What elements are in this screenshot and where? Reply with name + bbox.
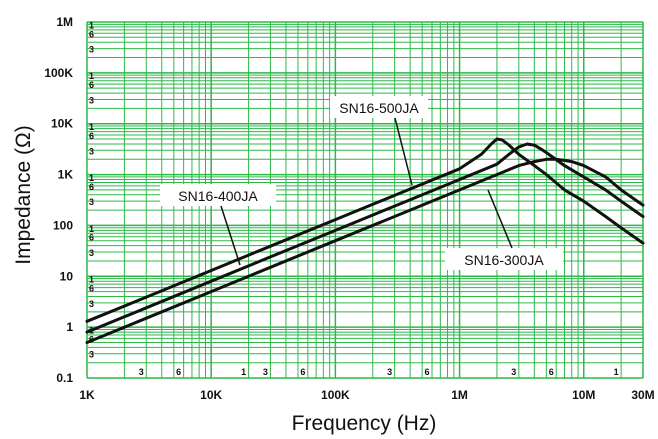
leader-sn16-300ja xyxy=(487,189,513,249)
series-line-sn16-400ja xyxy=(85,142,645,334)
y-minor-label: 3 xyxy=(89,146,94,156)
grid xyxy=(86,21,644,379)
x-minor-label: 1 xyxy=(241,367,246,377)
y-minor-label: 1 xyxy=(89,71,94,81)
x-minor-label: 3 xyxy=(511,367,516,377)
tick-labels: 1M 100K 10K 1K 100 10 1 0.1 1K 10K 100K 1M 10M 30M xyxy=(44,15,654,402)
leader-sn16-400ja xyxy=(220,205,241,266)
y-minor-label: 3 xyxy=(89,45,94,55)
x-axis-title: Frequency (Hz) xyxy=(292,412,437,435)
y-minor-label: 3 xyxy=(89,197,94,207)
y-minor-label: 3 xyxy=(89,299,94,309)
x-minor-label: 6 xyxy=(300,367,305,377)
x-tick-label: 10M xyxy=(572,388,595,402)
y-minor-label: 6 xyxy=(89,182,94,192)
x-minor-label: 1 xyxy=(614,367,619,377)
x-minor-label: 6 xyxy=(425,367,430,377)
series-label-sn16-500ja: SN16-500JA xyxy=(339,100,419,116)
y-tick-label: 100 xyxy=(53,218,73,232)
y-tick-label: 1 xyxy=(66,320,73,334)
series-label-sn16-300ja: SN16-300JA xyxy=(464,252,544,268)
series-line-sn16-500ja xyxy=(85,137,645,323)
series-label-sn16-400ja: SN16-400JA xyxy=(178,188,258,204)
y-minor-label: 3 xyxy=(89,350,94,360)
x-tick-label: 1M xyxy=(451,388,468,402)
x-minor-label: 3 xyxy=(387,367,392,377)
y-minor-label: 1 xyxy=(89,224,94,234)
y-minor-label: 6 xyxy=(89,131,94,141)
y-minor-label: 6 xyxy=(89,29,94,39)
x-tick-label: 10K xyxy=(200,388,222,402)
y-minor-label: 3 xyxy=(89,248,94,258)
y-minor-label: 1 xyxy=(89,122,94,132)
x-minor-label: 3 xyxy=(139,367,144,377)
x-minor-label: 3 xyxy=(263,367,268,377)
y-tick-label: 10K xyxy=(51,117,73,131)
x-tick-label: 100K xyxy=(321,388,350,402)
y-minor-label: 6 xyxy=(89,80,94,90)
y-minor-label: 6 xyxy=(89,284,94,294)
x-minor-label: 6 xyxy=(549,367,554,377)
label-sn16-500ja: SN16-500JA xyxy=(330,96,428,186)
y-tick-label: 1M xyxy=(56,15,73,29)
y-minor-label: 1 xyxy=(89,20,94,30)
y-minor-label: 1 xyxy=(89,173,94,183)
x-minor-label: 6 xyxy=(176,367,181,377)
label-sn16-400ja: SN16-400JA xyxy=(160,184,276,266)
y-tick-label: 10 xyxy=(60,269,74,283)
y-tick-label: 0.1 xyxy=(56,371,73,385)
series-line-sn16-300ja xyxy=(85,157,645,344)
y-tick-label: 100K xyxy=(44,66,73,80)
y-tick-label: 1K xyxy=(58,168,74,182)
leader-sn16-500ja xyxy=(394,117,413,186)
x-tick-label: 30M xyxy=(631,388,654,402)
y-minor-label: 1 xyxy=(89,275,94,285)
y-minor-label: 3 xyxy=(89,95,94,105)
x-tick-label: 1K xyxy=(79,388,95,402)
y-minor-label: 6 xyxy=(89,233,94,243)
series-lines xyxy=(85,137,645,344)
label-sn16-300ja: SN16-300JA xyxy=(445,189,563,270)
y-axis-title: Impedance (Ω) xyxy=(12,125,35,264)
